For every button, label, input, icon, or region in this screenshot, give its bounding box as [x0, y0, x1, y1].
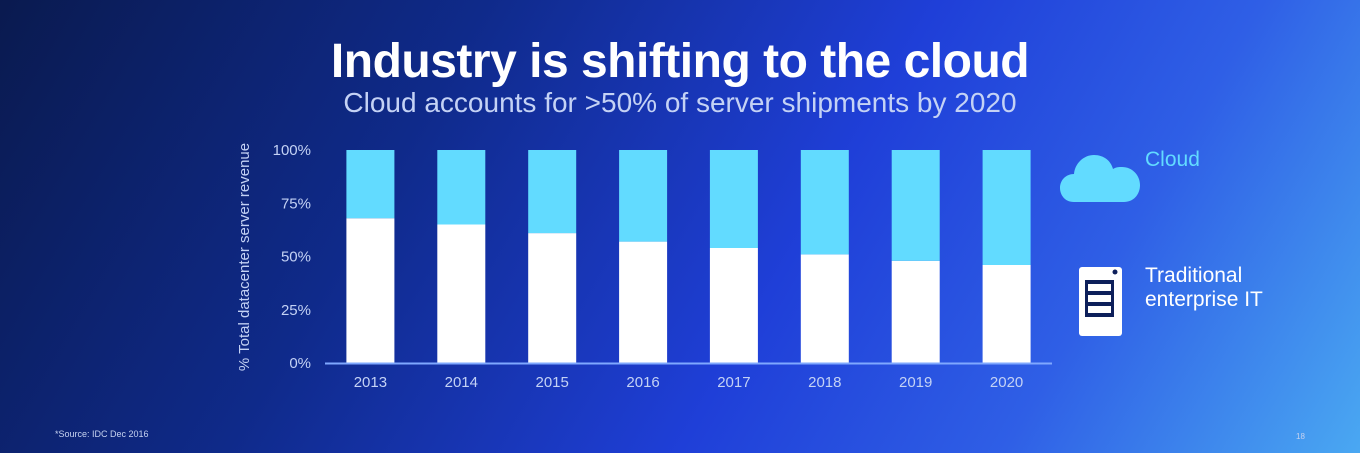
x-tick-label-2013: 2013 [354, 374, 387, 391]
x-tick-label-2015: 2015 [536, 374, 569, 391]
x-tick-label-2014: 2014 [445, 374, 478, 391]
bar-traditional-2020 [982, 265, 1031, 363]
bar-traditional-2014 [437, 224, 486, 363]
source-note: *Source: IDC Dec 2016 [55, 429, 149, 439]
y-tick-label-100pct: 100% [273, 142, 311, 159]
y-tick-label-50pct: 50% [281, 249, 311, 266]
legend-cloud-label: Cloud [1145, 148, 1200, 171]
bar-cloud-2014 [437, 150, 486, 225]
x-tick-label-2018: 2018 [808, 374, 841, 391]
y-tick-label-75pct: 75% [281, 195, 311, 212]
y-axis-label: % Total datacenter server revenue [236, 143, 253, 371]
y-tick-label-0pct: 0% [289, 355, 311, 372]
slide-subtitle: Cloud accounts for >50% of server shipme… [343, 87, 1017, 118]
x-tick-label-2017: 2017 [717, 374, 750, 391]
bar-cloud-2013 [346, 150, 395, 219]
bar-cloud-2020 [982, 150, 1031, 265]
x-tick-label-2020: 2020 [990, 374, 1023, 391]
x-tick-label-2016: 2016 [626, 374, 659, 391]
bar-traditional-2017 [709, 248, 758, 363]
page-number: 18 [1296, 432, 1305, 441]
bar-traditional-2015 [528, 233, 577, 363]
y-tick-label-25pct: 25% [281, 302, 311, 319]
slide-title: Industry is shifting to the cloud [330, 35, 1030, 88]
x-tick-label-2019: 2019 [899, 374, 932, 391]
bar-traditional-2013 [346, 218, 395, 363]
bar-cloud-2015 [528, 150, 577, 234]
bar-traditional-2016 [619, 241, 668, 363]
legend-traditional-line2: enterprise IT [1145, 288, 1263, 311]
bar-cloud-2018 [800, 150, 849, 255]
server-icon [1079, 267, 1123, 342]
legend-traditional-line1: Traditional [1145, 264, 1243, 287]
cloud-icon [1060, 150, 1142, 209]
bar-traditional-2018 [800, 254, 849, 363]
bar-cloud-2019 [891, 150, 940, 261]
bar-cloud-2017 [709, 150, 758, 248]
legend-traditional-label: Traditional enterprise IT [1145, 264, 1263, 312]
bar-traditional-2019 [891, 260, 940, 363]
bar-cloud-2016 [619, 150, 668, 242]
